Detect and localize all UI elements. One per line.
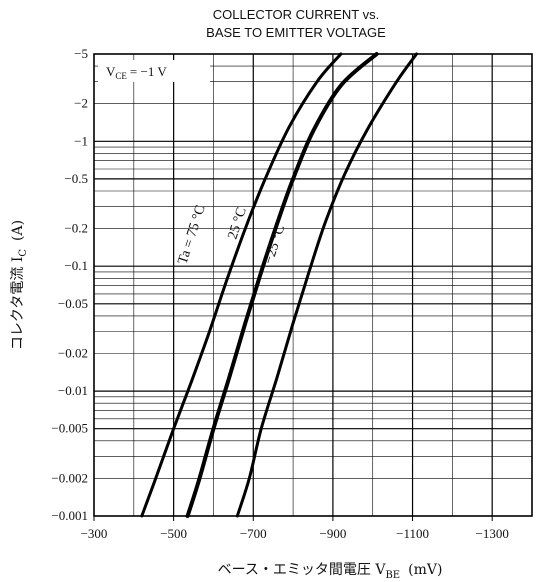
x-tick-labels: −300 −500 −700 −900 −1100 −1300 — [81, 516, 509, 541]
x-tick-label: −1100 — [396, 526, 429, 541]
series-line-0 — [140, 52, 343, 518]
series-label-minus25c: −25 °C — [262, 223, 289, 266]
y-tick-label: −0.05 — [58, 296, 88, 311]
condition-box — [98, 60, 210, 82]
x-tick-label: −1300 — [476, 526, 509, 541]
y-tick-labels: −5 −2 −1 −0.5 −0.2 −0.1 −0.05 −0.02 −0.01 −0.005 −… — [51, 46, 88, 523]
y-axis-label: コレクタ電流 IC (A) — [10, 220, 29, 350]
x-axis-label-unit: (mV) — [408, 562, 442, 578]
chart-title-line1: COLLECTOR CURRENT vs. — [213, 7, 379, 22]
x-axis-label-text: ベース・エミッタ間電圧 V — [218, 562, 387, 578]
y-tick-label: −0.5 — [64, 171, 88, 186]
y-tick-label: −0.005 — [51, 421, 88, 436]
chart-title-line2: BASE TO EMITTER VOLTAGE — [206, 25, 386, 40]
series-line-1 — [185, 52, 379, 518]
condition-label: VCE = −1 V — [98, 60, 210, 82]
y-tick-label: −0.02 — [58, 346, 88, 361]
series-label-75c: Ta = 75 °C — [176, 203, 209, 266]
condition-subscript: CE — [115, 71, 127, 81]
y-tick-label: −1 — [74, 133, 88, 148]
y-tick-label: −5 — [74, 46, 88, 61]
plot-frame — [93, 53, 533, 517]
condition-text: VCE = −1 V — [106, 64, 167, 81]
y-tick-label: −0.01 — [58, 383, 88, 398]
x-tick-label: −500 — [160, 526, 187, 541]
y-axis-label-unit: (A) — [10, 220, 26, 241]
y-tick-label: −0.1 — [64, 258, 88, 273]
y-tick-label: −0.2 — [64, 221, 88, 236]
y-tick-label: −0.002 — [51, 470, 88, 485]
y-tick-label: −2 — [74, 96, 88, 111]
grid — [94, 54, 532, 516]
y-tick-label: −0.001 — [51, 508, 88, 523]
condition-symbol: V — [106, 64, 116, 79]
y-axis-label-subscript: C — [18, 249, 29, 257]
x-axis-label: ベース・エミッタ間電圧 VBE (mV) — [218, 562, 443, 581]
x-tick-label: −300 — [81, 526, 108, 541]
x-tick-label: −700 — [240, 526, 267, 541]
x-axis-label-subscript: BE — [385, 570, 400, 581]
y-axis-label-text: コレクタ電流 I — [10, 257, 26, 350]
condition-value: = −1 V — [130, 64, 167, 79]
x-tick-label: −900 — [319, 526, 346, 541]
series-line-2 — [235, 52, 418, 518]
series-curves — [140, 52, 418, 518]
